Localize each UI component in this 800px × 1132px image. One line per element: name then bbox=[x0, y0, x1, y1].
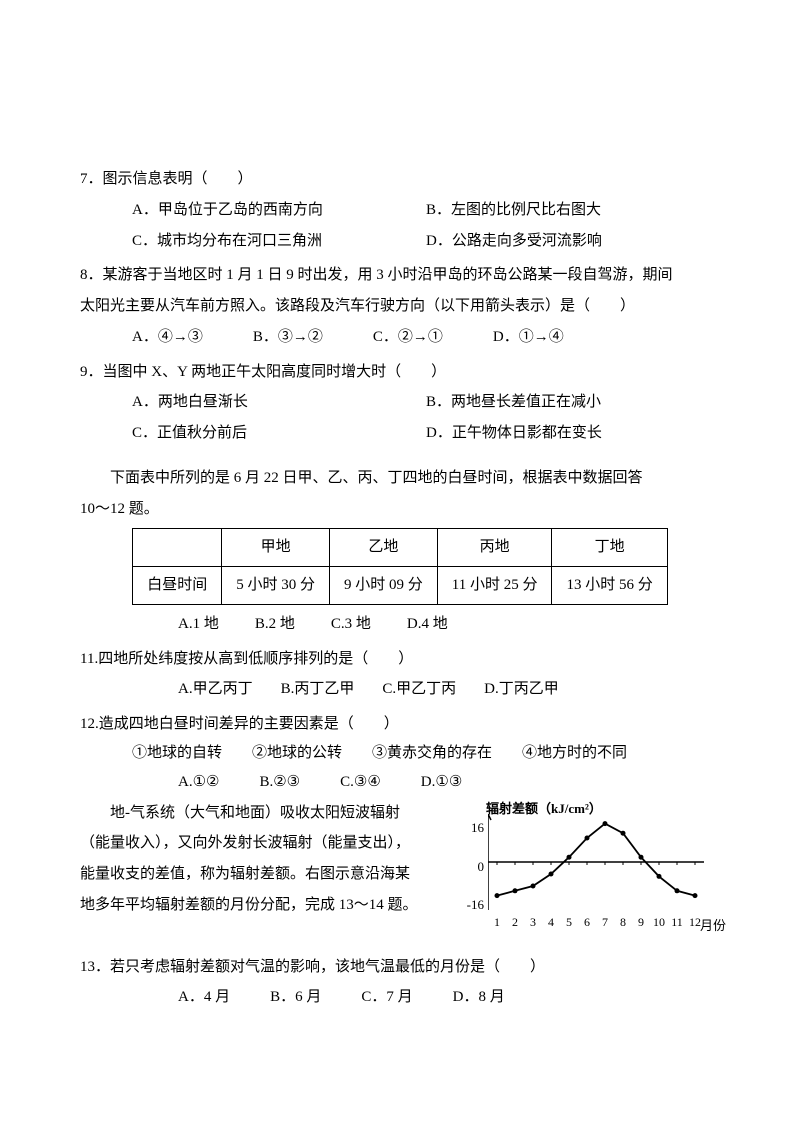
q10-opt-d: D.4 地 bbox=[407, 609, 448, 640]
q13-opt-b: B．6 月 bbox=[270, 982, 321, 1013]
intro-10-12-line1: 下面表中所列的是 6 月 22 日甲、乙、丙、丁四地的白昼时间，根据表中数据回答 bbox=[80, 463, 720, 494]
q8-stem-2: 太阳光主要从汽车前方照入。该路段及汽车行驶方向（以下用箭头表示）是（ ） bbox=[80, 291, 720, 322]
q13-opt-a: A．4 月 bbox=[178, 982, 230, 1013]
q10-opt-c: C.3 地 bbox=[331, 609, 371, 640]
th-yi: 乙地 bbox=[330, 529, 438, 567]
th-ding: 丁地 bbox=[552, 529, 667, 567]
chart-xtick: 12 bbox=[688, 910, 702, 924]
th-bing: 丙地 bbox=[437, 529, 552, 567]
q13-opt-d: D．8 月 bbox=[453, 982, 505, 1013]
q12-opt-b: B.②③ bbox=[259, 767, 300, 798]
daylight-table: 甲地 乙地 丙地 丁地 白昼时间 5 小时 30 分 9 小时 09 分 11 … bbox=[132, 528, 668, 605]
q12-opt-a: A.①② bbox=[178, 767, 219, 798]
td-ding: 13 小时 56 分 bbox=[552, 567, 667, 605]
q11-opt-d: D.丁丙乙甲 bbox=[484, 674, 559, 705]
chart-xtick: 5 bbox=[562, 910, 576, 924]
td-rowlabel: 白昼时间 bbox=[133, 567, 222, 605]
q9-opt-a: A．两地白昼渐长 bbox=[132, 387, 426, 418]
chart-xtick: 3 bbox=[526, 910, 540, 924]
q9-opt-d: D．正午物体日影都在变长 bbox=[426, 418, 720, 449]
chart-xtick: 2 bbox=[508, 910, 522, 924]
radiation-chart: 辐射差额（kJ/cm²） 月份 160-16123456789101112 bbox=[460, 798, 720, 938]
intro1314-l2: （能量收入），又向外发射长波辐射（能量支出）， bbox=[80, 828, 450, 859]
td-jia: 5 小时 30 分 bbox=[222, 567, 330, 605]
chart-ytick: -16 bbox=[460, 892, 484, 919]
chart-xlabel: 月份 bbox=[700, 913, 726, 940]
q12-circled: ①地球的自转 ②地球的公转 ③黄赤交角的存在 ④地方时的不同 bbox=[80, 740, 720, 767]
chart-xtick: 9 bbox=[634, 910, 648, 924]
chart-xtick: 8 bbox=[616, 910, 630, 924]
chart-ytick: 16 bbox=[460, 815, 484, 842]
q7-opt-c: C．城市均分布在河口三角洲 bbox=[132, 226, 426, 257]
chart-xtick: 6 bbox=[580, 910, 594, 924]
q9-opt-b: B．两地昼长差值正在减小 bbox=[426, 387, 720, 418]
chart-xtick: 11 bbox=[670, 910, 684, 924]
q11-stem: 11.四地所处纬度按从高到低顺序排列的是（ ） bbox=[80, 644, 720, 675]
q9-stem: 9．当图中 X、Y 两地正午太阳高度同时增大时（ ） bbox=[80, 357, 720, 388]
q13-stem: 13．若只考虑辐射差额对气温的影响，该地气温最低的月份是（ ） bbox=[80, 952, 720, 983]
q8-stem-1: 8．某游客于当地区时 1 月 1 日 9 时出发，用 3 小时沿甲岛的环岛公路某… bbox=[80, 260, 720, 291]
q8-opt-a: A．④→③ bbox=[132, 322, 203, 353]
q10-opt-a: A.1 地 bbox=[178, 609, 219, 640]
chart-xtick: 1 bbox=[490, 910, 504, 924]
td-bing: 11 小时 25 分 bbox=[437, 567, 552, 605]
q12-opt-d: D.①③ bbox=[421, 767, 462, 798]
intro1314-l4: 地多年平均辐射差额的月份分配，完成 13～14 题。 bbox=[80, 890, 450, 921]
chart-xtick: 4 bbox=[544, 910, 558, 924]
q8-opt-c: C．②→① bbox=[373, 322, 443, 353]
q12-opt-c: C.③④ bbox=[340, 767, 381, 798]
th-jia: 甲地 bbox=[222, 529, 330, 567]
q7-opt-a: A．甲岛位于乙岛的西南方向 bbox=[132, 195, 426, 226]
q7-opt-d: D．公路走向多受河流影响 bbox=[426, 226, 720, 257]
intro1314-l3: 能量收支的差值，称为辐射差额。右图示意沿海某 bbox=[80, 859, 450, 890]
q13-opt-c: C．7 月 bbox=[361, 982, 412, 1013]
q11-opt-c: C.甲乙丁丙 bbox=[382, 674, 456, 705]
q9-opt-c: C．正值秋分前后 bbox=[132, 418, 426, 449]
td-yi: 9 小时 09 分 bbox=[330, 567, 438, 605]
q7-stem: 7．图示信息表明（ ） bbox=[80, 164, 720, 195]
th-blank bbox=[133, 529, 222, 567]
q11-opt-a: A.甲乙丙丁 bbox=[178, 674, 253, 705]
chart-xtick: 7 bbox=[598, 910, 612, 924]
q10-opt-b: B.2 地 bbox=[255, 609, 295, 640]
chart-ytick: 0 bbox=[460, 854, 484, 881]
q7-opt-b: B．左图的比例尺比右图大 bbox=[426, 195, 720, 226]
intro-10-12-line2: 10～12 题。 bbox=[80, 494, 720, 525]
intro1314-l1: 地-气系统（大气和地面）吸收太阳短波辐射 bbox=[80, 798, 450, 829]
q8-opt-b: B．③→② bbox=[253, 322, 323, 353]
q11-opt-b: B.丙丁乙甲 bbox=[281, 674, 355, 705]
q8-opt-d: D．①→④ bbox=[493, 322, 564, 353]
chart-xtick: 10 bbox=[652, 910, 666, 924]
q12-stem: 12.造成四地白昼时间差异的主要因素是（ ） bbox=[80, 709, 720, 740]
